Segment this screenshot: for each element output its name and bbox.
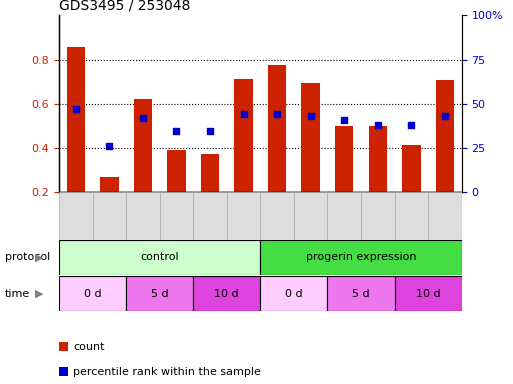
Point	[240, 111, 248, 117]
Text: control: control	[141, 252, 179, 262]
Text: ▶: ▶	[35, 289, 44, 299]
Bar	[134, 99, 152, 192]
Point	[72, 106, 80, 112]
Point	[307, 113, 315, 119]
Bar	[368, 126, 387, 192]
Bar	[402, 144, 421, 192]
Point	[373, 122, 382, 128]
Bar	[361, 192, 394, 275]
Bar	[193, 276, 260, 311]
Bar	[100, 177, 119, 192]
Bar	[302, 83, 320, 192]
Bar	[59, 192, 92, 275]
Bar	[260, 276, 327, 311]
Point	[206, 128, 214, 134]
Point	[172, 128, 181, 134]
Text: 0 d: 0 d	[285, 289, 303, 299]
Bar	[260, 192, 294, 275]
Bar	[227, 192, 260, 275]
Bar	[327, 276, 394, 311]
Point	[407, 122, 416, 128]
Bar	[268, 65, 286, 192]
Bar	[436, 81, 454, 192]
Text: 5 d: 5 d	[151, 289, 168, 299]
Bar	[167, 150, 186, 192]
Bar	[201, 154, 219, 192]
Point	[441, 113, 449, 119]
Bar	[193, 192, 227, 275]
Text: 10 d: 10 d	[214, 289, 239, 299]
Text: GDS3495 / 253048: GDS3495 / 253048	[59, 0, 190, 13]
Text: progerin expression: progerin expression	[306, 252, 416, 262]
Bar	[160, 192, 193, 275]
Text: 0 d: 0 d	[84, 289, 102, 299]
Text: protocol: protocol	[5, 252, 50, 262]
Point	[139, 115, 147, 121]
Text: time: time	[5, 289, 30, 299]
Bar	[67, 47, 85, 192]
Bar	[335, 126, 353, 192]
Bar	[126, 276, 193, 311]
Bar	[59, 240, 260, 275]
Bar	[294, 192, 327, 275]
Bar	[394, 276, 462, 311]
Bar	[234, 79, 253, 192]
Text: 5 d: 5 d	[352, 289, 370, 299]
Point	[273, 111, 281, 117]
Text: percentile rank within the sample: percentile rank within the sample	[73, 367, 261, 377]
Bar	[394, 192, 428, 275]
Point	[340, 117, 348, 123]
Text: ▶: ▶	[35, 252, 44, 262]
Bar	[327, 192, 361, 275]
Bar	[59, 276, 126, 311]
Bar	[260, 240, 462, 275]
Text: count: count	[73, 342, 105, 352]
Text: 10 d: 10 d	[416, 289, 441, 299]
Bar	[92, 192, 126, 275]
Point	[105, 142, 113, 149]
Bar	[126, 192, 160, 275]
Bar	[428, 192, 462, 275]
